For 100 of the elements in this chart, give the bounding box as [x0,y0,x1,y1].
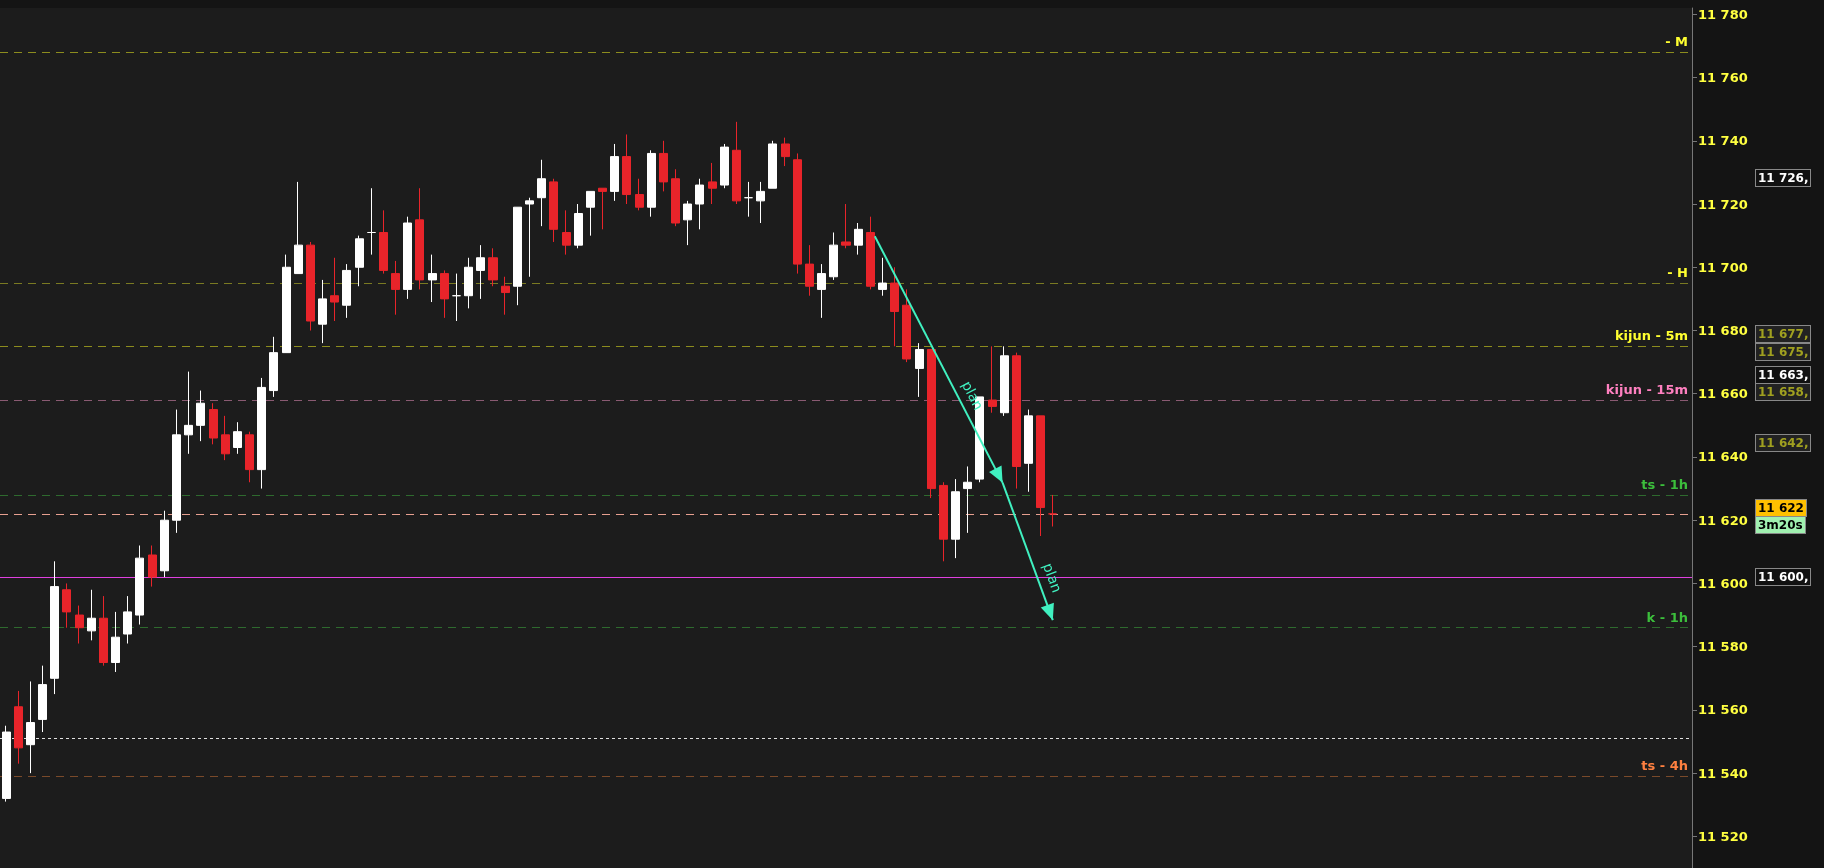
y-tick-label: 11 660 [1698,386,1748,402]
candlestick [245,431,254,483]
candlestick [452,273,461,322]
candlestick [781,137,790,167]
text: 11 622 [1755,498,1807,517]
y-tick-label: 11 540 [1698,765,1748,781]
candlestick [379,209,388,275]
candlestick [464,257,473,309]
text: 11 600, [1755,568,1812,587]
ref-line-label: kijun - 15m [1605,382,1688,398]
candlestick [720,143,729,189]
candlestick [622,133,631,205]
candlestick [574,203,583,249]
ref-line-label: kijun - 5m [1614,328,1688,344]
candlestick [866,216,875,290]
candlestick [1000,345,1009,417]
ref-line-label: ts - 1h [1641,476,1688,492]
candlestick [683,200,692,246]
y-tick-label: 11 720 [1698,196,1748,212]
candlestick [1036,415,1045,537]
y-tick-label: 11 740 [1698,133,1748,149]
candlestick [355,235,364,287]
candlestick [196,390,205,442]
candlestick [598,187,607,230]
candlestick [306,241,315,331]
candlestick [963,465,972,534]
candlestick [38,665,47,733]
candlestick [732,121,741,205]
y-tick-label: 11 680 [1698,323,1748,338]
candlestick [951,478,960,559]
candlestick [488,247,498,287]
candlestick [318,279,327,344]
candlestick [635,178,644,211]
candlestick [878,257,887,297]
candlestick [610,143,619,202]
candlestick [988,345,997,414]
annotation: plan [1039,560,1066,595]
ref-line-label: - M [1665,34,1688,50]
candlestick [476,244,485,300]
candlestick [549,178,558,243]
candlestick [841,203,851,249]
candlestick [184,371,193,455]
candlestick [915,342,924,398]
candlestick [342,263,351,319]
candlestick [647,149,656,218]
candlestick [501,276,510,316]
candlestick [756,181,765,224]
candlestick [768,140,777,189]
candlestick [939,481,948,562]
candlestick [221,415,230,461]
y-tick-label: 11 760 [1698,70,1748,86]
y-tick-label: 11 520 [1698,828,1748,844]
candlestick [817,263,826,319]
candlestick [805,244,814,297]
y-tick-label: 11 640 [1698,449,1748,465]
candlestick [14,690,23,765]
text: 11 642, [1755,433,1812,452]
candlestick [659,140,668,192]
candlestick [111,611,120,673]
candlestick [99,595,108,667]
ref-line-label: - H [1667,265,1688,281]
candlestick [1024,409,1033,493]
candlestick [294,181,303,275]
candlestick [428,254,437,303]
annotation: plan [958,378,987,413]
candlestick [160,510,169,578]
candlestick [586,190,595,237]
text: 11 658, [1755,383,1812,402]
y-tick-label: 11 700 [1698,259,1748,275]
candlestick [890,266,899,347]
candlestick [75,605,84,645]
candlestick [269,336,278,398]
ref-line-label: ts - 4h [1641,758,1688,774]
candlestick [829,231,838,281]
candlestick [513,206,522,306]
candlestick [927,348,936,499]
candlestick [282,254,291,354]
ref-line-label: k - 1h [1646,609,1688,625]
candlestick [233,421,242,455]
candlestick [525,197,534,278]
candlestick [902,288,911,363]
candlestick [1012,352,1021,490]
text: 11 663, [1755,365,1812,384]
candlestick [62,582,71,629]
candlestick [695,178,704,230]
candlestick [50,560,59,695]
candlestick [793,152,802,275]
candlestick [415,187,424,290]
candlestick [854,222,863,256]
y-tick-label: 11 600 [1698,575,1748,591]
candlestick [209,402,218,445]
y-tick-label: 11 560 [1698,702,1748,718]
candlestick [148,545,157,588]
candlestick [671,168,680,227]
candlestick [87,589,96,641]
candlestick [123,595,132,645]
y-tick-label: 11 780 [1698,6,1748,22]
candlestick [367,187,376,256]
candlestick [1048,494,1057,528]
candlestick [391,260,400,316]
